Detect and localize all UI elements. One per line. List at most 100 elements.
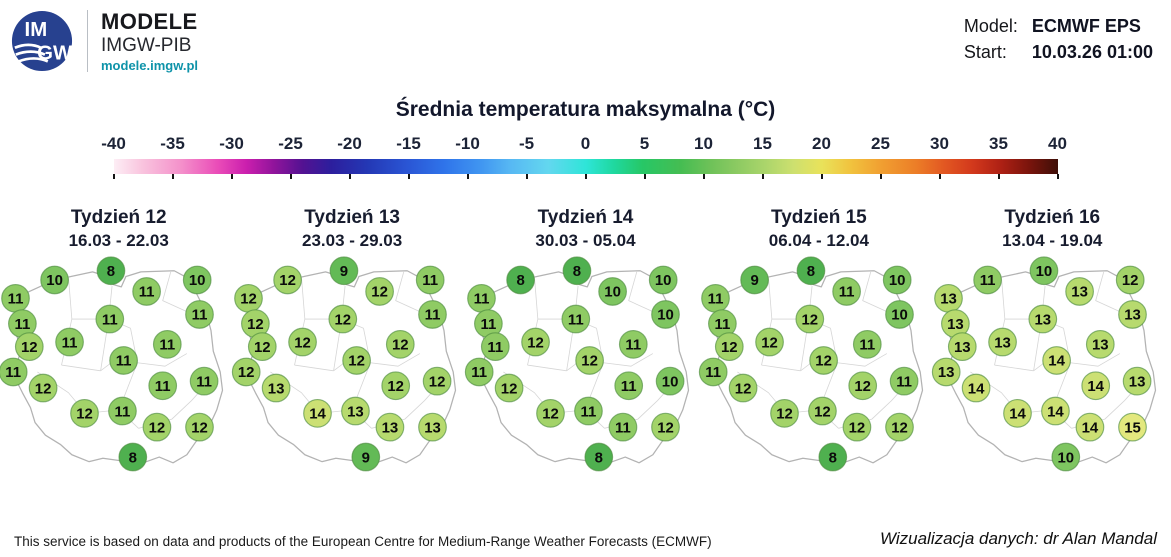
temperature-value: 11 xyxy=(191,306,207,323)
brand-subtitle: IMGW-PIB xyxy=(101,34,192,56)
colorbar-tick xyxy=(643,174,646,179)
temperature-badge xyxy=(563,256,592,285)
page-title: Średnia temperatura maksymalna (°C) xyxy=(395,98,776,121)
temperature-badge xyxy=(649,265,679,295)
colorbar-tick xyxy=(1056,174,1059,179)
temperature-badge xyxy=(832,276,861,306)
temperature-badge xyxy=(184,412,214,442)
temperature-value: 12 xyxy=(238,364,255,381)
header: IM GW MODELE IMGW-PIB modele.imgw.pl Mod… xyxy=(0,0,1171,88)
temperature-value: 12 xyxy=(34,380,51,397)
temperature-badge xyxy=(584,442,614,472)
temperature-badge xyxy=(351,442,381,472)
temperature-badge xyxy=(0,357,28,387)
colorbar-tick xyxy=(112,174,115,179)
week-panel: Tydzień 15 06.04 - 12.04 9 8 10 11 11 10 11 12 1… xyxy=(698,206,935,483)
temperature-badge xyxy=(1122,366,1152,396)
temperature-value: 11 xyxy=(425,306,441,323)
attribution-text: This service is based on data and produc… xyxy=(14,534,712,549)
brand-url-link[interactable]: modele.imgw.pl xyxy=(101,57,199,73)
temperature-value: 9 xyxy=(340,263,348,280)
temperature-badges: 12 9 11 12 12 11 12 12 12 12 12 12 12 13 12 12 14 13 13 13 9 xyxy=(231,256,452,472)
colorbar-tick xyxy=(348,174,351,179)
temperature-badge xyxy=(614,371,644,400)
temperature-badge xyxy=(651,299,681,329)
temperature-value: 11 xyxy=(621,378,637,395)
colorbar-tick-label: -25 xyxy=(278,134,303,153)
logo-text-gw: GW xyxy=(37,42,73,64)
footer: This service is based on data and produc… xyxy=(0,529,1171,549)
temperature-value: 11 xyxy=(102,311,118,328)
start-label: Start: xyxy=(963,42,1007,62)
temperature-value: 12 xyxy=(891,419,908,436)
temperature-value: 13 xyxy=(938,364,955,381)
temperature-value: 11 xyxy=(472,364,488,381)
temperature-badge xyxy=(386,329,415,359)
temperature-badge xyxy=(303,398,332,428)
temperature-badge xyxy=(988,327,1018,357)
temperature-value: 13 xyxy=(347,403,364,420)
temperature-badge xyxy=(852,329,882,359)
model-info: Model: ECMWF EPS Start: 10.03.26 01:00 xyxy=(964,8,1153,63)
colorbar-tick-label: 0 xyxy=(580,134,591,153)
temperature-value: 12 xyxy=(854,378,871,395)
brand-divider xyxy=(87,9,88,72)
colorbar-tick xyxy=(879,174,882,179)
temperature-badge xyxy=(740,265,769,295)
temperature-value: 11 xyxy=(488,339,504,356)
week-panel: Tydzień 16 13.04 - 19.04 11 10 12 13 13 13 13 1… xyxy=(932,206,1169,483)
temperature-value: 12 xyxy=(392,336,409,353)
colorbar-tick-label: -40 xyxy=(101,134,126,153)
model-label: Model: xyxy=(963,16,1018,36)
temperature-value: 12 xyxy=(721,339,738,356)
temperature-value: 12 xyxy=(279,272,296,289)
temperature-badge xyxy=(329,256,359,285)
colorbar-tick-label: -10 xyxy=(455,134,480,153)
brand-text: MODELE IMGW-PIB modele.imgw.pl xyxy=(101,8,198,73)
temperature-value: 10 xyxy=(655,272,672,289)
temperature-badge xyxy=(932,357,961,387)
temperature-badge xyxy=(1118,299,1148,329)
colorbar-tick-label: 5 xyxy=(639,134,650,153)
temperature-value: 11 xyxy=(896,373,912,390)
temperature-value: 11 xyxy=(115,352,131,369)
temperature-value: 12 xyxy=(294,334,311,351)
temperature-value: 13 xyxy=(1035,311,1052,328)
temperature-badge xyxy=(1065,276,1095,306)
temperature-value: 14 xyxy=(1047,403,1064,420)
temperature-badge xyxy=(1051,442,1081,472)
temperature-badge xyxy=(884,412,914,442)
temperature-badge xyxy=(506,265,536,295)
temperature-value: 12 xyxy=(814,403,831,420)
temperature-value: 11 xyxy=(859,336,875,353)
temperature-value: 10 xyxy=(1058,449,1075,466)
temperature-badge xyxy=(273,265,303,295)
temperature-value: 14 xyxy=(1009,405,1026,422)
colorbar-tick-label: -5 xyxy=(518,134,535,153)
temperature-value: 13 xyxy=(1124,306,1141,323)
temperature-value: 10 xyxy=(662,373,679,390)
temperature-badge xyxy=(418,299,447,329)
temperature-value: 12 xyxy=(76,405,93,422)
temperature-value: 13 xyxy=(954,339,971,356)
temperature-badge xyxy=(14,331,44,361)
temperature-badge xyxy=(189,366,219,396)
poland-map: 12 9 11 12 12 11 12 12 12 12 12 12 12 13 12 12 14 13 13 13 9 xyxy=(231,256,457,472)
temperature-value: 8 xyxy=(807,263,815,280)
colorbar-tick xyxy=(584,174,587,179)
colorbar-tick-label: -20 xyxy=(337,134,362,153)
temperature-value: 9 xyxy=(362,449,370,466)
temperature-badge xyxy=(342,345,372,375)
colorbar-tick xyxy=(407,174,410,179)
temperature-badge xyxy=(261,373,291,403)
temperature-value: 12 xyxy=(761,334,778,351)
temperature-badge xyxy=(973,265,1003,295)
week-dates: 06.04 - 12.04 xyxy=(768,230,869,250)
temperature-badge xyxy=(28,373,58,403)
colorbar-tick-label: 35 xyxy=(989,134,1008,153)
week-title: Tydzień 12 xyxy=(70,207,167,228)
temperature-value: 12 xyxy=(371,283,388,300)
temperature-value: 12 xyxy=(848,419,865,436)
